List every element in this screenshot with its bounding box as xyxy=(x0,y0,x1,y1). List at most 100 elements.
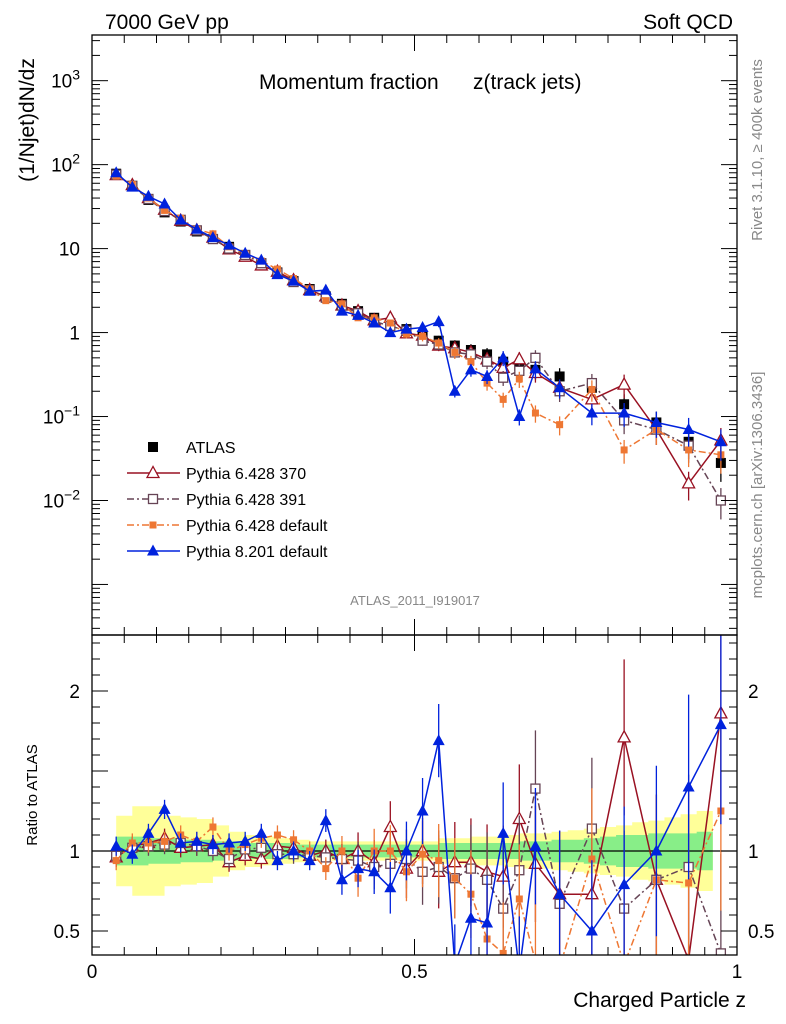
series-pythia-6-428-default xyxy=(112,172,725,474)
data-point xyxy=(531,409,539,417)
analysis-watermark: ATLAS_2011_I919017 xyxy=(350,593,480,608)
data-point xyxy=(556,964,563,971)
data-point xyxy=(681,475,696,489)
data-point xyxy=(620,446,628,454)
data-point xyxy=(338,847,346,855)
data-point xyxy=(513,965,525,976)
legend-label: ATLAS xyxy=(186,440,236,457)
data-point xyxy=(322,297,330,305)
data-point xyxy=(529,839,542,851)
data-point xyxy=(368,316,381,328)
x-tick-label: 0 xyxy=(87,962,98,983)
legend-entry: Pythia 6.428 default xyxy=(127,518,328,535)
data-point xyxy=(384,326,397,338)
ratio-y-tick-label: 1 xyxy=(69,842,80,863)
data-point xyxy=(682,780,695,792)
data-point xyxy=(451,874,459,882)
data-point xyxy=(352,862,365,874)
data-point xyxy=(319,283,332,295)
data-point xyxy=(254,851,269,865)
legend-entry: Pythia 6.428 370 xyxy=(127,465,306,483)
data-point xyxy=(512,351,527,365)
data-point xyxy=(335,304,348,316)
data-point xyxy=(206,231,219,243)
legend-entry: Pythia 6.428 391 xyxy=(127,492,306,509)
data-point xyxy=(464,911,477,923)
data-point xyxy=(554,371,565,382)
data-point xyxy=(319,814,332,826)
data-point xyxy=(384,881,397,893)
y-tick-label: 102 xyxy=(51,151,80,177)
legend-marker xyxy=(147,544,159,556)
data-point xyxy=(400,322,413,334)
data-point xyxy=(142,826,155,838)
data-point xyxy=(685,446,693,454)
data-point xyxy=(715,948,727,955)
ratio-y-axis-label: Ratio to ATLAS xyxy=(24,744,41,845)
data-point xyxy=(287,274,300,286)
data-point xyxy=(112,857,120,865)
data-point xyxy=(588,385,596,393)
data-point xyxy=(714,718,727,730)
data-point xyxy=(685,879,693,887)
data-point xyxy=(110,839,123,851)
data-point xyxy=(126,180,139,192)
data-point xyxy=(303,284,316,296)
data-point xyxy=(588,855,596,863)
data-point xyxy=(451,348,459,356)
data-point xyxy=(621,961,628,968)
data-point xyxy=(161,837,169,845)
legend-entry: Pythia 8.201 default xyxy=(127,544,328,561)
data-point xyxy=(497,826,510,838)
mcplots-label: mcplots.cern.ch [arXiv:1306.3436] xyxy=(749,372,766,599)
legend-marker xyxy=(147,493,159,505)
data-point xyxy=(402,330,410,338)
ratio-panel-series xyxy=(109,635,728,976)
data-point xyxy=(174,213,187,225)
data-point xyxy=(556,421,564,429)
data-point xyxy=(416,320,429,332)
chart-title-sub: z(track jets) xyxy=(473,71,582,94)
data-point xyxy=(206,838,219,850)
ratio-uncertainty-bands xyxy=(92,806,737,896)
legend: ATLAS Pythia 6.428 370 Pythia 6.428 391 Pyt… xyxy=(127,440,328,561)
ratio-series-pythia-8-201-default xyxy=(110,635,727,976)
data-point xyxy=(158,802,171,814)
pythia-6-428-default-line xyxy=(115,175,722,456)
data-point xyxy=(400,844,413,856)
data-point xyxy=(432,315,445,327)
legend-marker xyxy=(145,465,161,479)
data-point xyxy=(553,887,566,899)
data-point xyxy=(271,854,284,866)
data-point xyxy=(368,865,381,877)
data-point xyxy=(322,865,330,873)
data-point xyxy=(419,332,427,340)
data-point xyxy=(352,308,365,320)
data-point xyxy=(273,831,281,839)
ratio-y-tick-label: 0.5 xyxy=(54,922,80,943)
ratio-y-tick-label-right: 2 xyxy=(748,682,759,703)
x-axis-label: Charged Particle z xyxy=(573,989,746,1012)
data-point xyxy=(174,836,187,848)
data-point xyxy=(515,895,523,903)
data-point xyxy=(553,381,566,393)
data-point xyxy=(585,406,598,418)
data-point xyxy=(386,847,394,855)
data-point xyxy=(682,423,695,435)
data-point xyxy=(529,362,542,374)
y-tick-label: 103 xyxy=(51,67,80,93)
data-point xyxy=(467,358,475,366)
data-point xyxy=(449,958,461,969)
data-point xyxy=(190,834,203,846)
ratio-y-tick-label: 2 xyxy=(69,682,80,703)
data-point xyxy=(513,410,526,422)
legend-label: Pythia 6.428 default xyxy=(186,518,328,535)
data-point xyxy=(335,873,348,885)
data-point xyxy=(532,958,539,965)
data-point xyxy=(448,384,461,396)
legend-entry: ATLAS xyxy=(148,440,236,457)
data-point xyxy=(161,206,169,214)
data-point xyxy=(126,847,139,859)
